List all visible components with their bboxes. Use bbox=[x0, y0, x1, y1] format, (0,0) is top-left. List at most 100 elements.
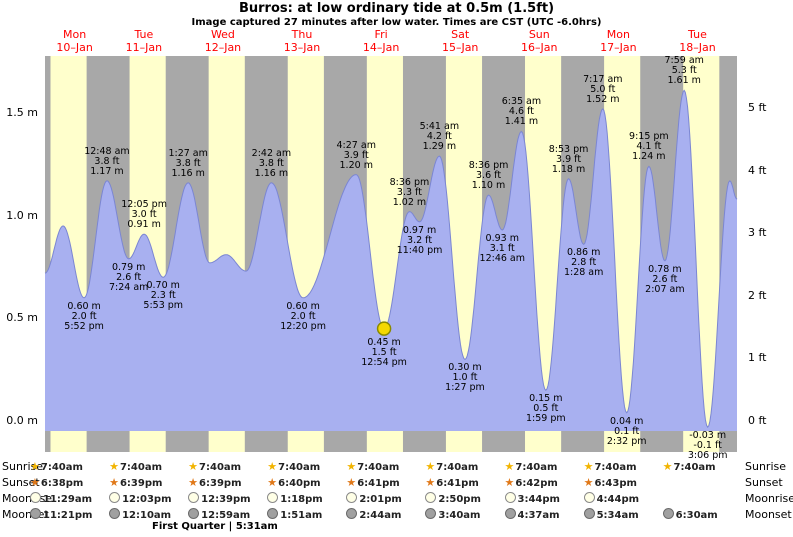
moon-phase-label: First Quarter | 5:31am bbox=[152, 521, 278, 532]
moonset-entry: 3:40am bbox=[425, 508, 480, 522]
astro-label-right-sunset: Sunset bbox=[745, 476, 783, 489]
moonrise-time: 12:39pm bbox=[201, 494, 251, 505]
sunset-time: 6:38pm bbox=[40, 478, 84, 489]
high-tide-annotation: 7:17 am 5.0 ft 1.52 m bbox=[583, 73, 623, 105]
chart-subtitle: Image captured 27 minutes after low wate… bbox=[191, 17, 602, 28]
sunrise-star-icon: ★ bbox=[188, 460, 199, 473]
moonset-icon bbox=[267, 508, 279, 519]
sunset-star-icon: ★ bbox=[583, 476, 594, 489]
moonset-entry: 2:44am bbox=[346, 508, 401, 522]
day-label: Mon 17–Jan bbox=[600, 28, 637, 54]
sunrise-time: 7:40am bbox=[594, 462, 637, 473]
moonrise-entry: 4:44pm bbox=[583, 492, 639, 506]
moonrise-time: 2:50pm bbox=[438, 494, 481, 505]
moonrise-icon bbox=[188, 492, 200, 503]
astro-label-right-sunrise: Sunrise bbox=[745, 460, 787, 473]
sunset-time: 6:43pm bbox=[594, 478, 637, 489]
low-tide-annotation: 0.45 m 1.5 ft 12:54 pm bbox=[361, 336, 407, 368]
moonrise-time: 11:29am bbox=[43, 494, 92, 505]
low-tide-annotation: 0.78 m 2.6 ft 2:07 am bbox=[645, 263, 685, 295]
y-tick-meters: 0.0 m bbox=[6, 414, 38, 427]
high-tide-annotation: 2:42 am 3.8 ft 1.16 m bbox=[251, 147, 292, 179]
sunrise-star-icon: ★ bbox=[583, 460, 594, 473]
astro-label-right-moonrise: Moonrise bbox=[745, 492, 793, 505]
sunrise-entry: ★7:40am bbox=[30, 460, 83, 474]
moonset-entry: 11:21pm bbox=[30, 508, 92, 522]
moonset-time: 1:51am bbox=[280, 510, 323, 521]
high-tide-annotation: 8:36 pm 3.3 ft 1.02 m bbox=[389, 176, 430, 208]
moonset-time: 5:34am bbox=[596, 510, 639, 521]
sunset-time: 6:42pm bbox=[515, 478, 558, 489]
low-tide-annotation: 0.30 m 1.0 ft 1:27 pm bbox=[445, 362, 485, 394]
y-tick-meters: 1.0 m bbox=[6, 208, 38, 222]
sunrise-entry: ★7:40am bbox=[505, 460, 558, 474]
sunset-time: 6:41pm bbox=[357, 478, 400, 489]
sunset-star-icon: ★ bbox=[30, 476, 40, 489]
moonset-icon bbox=[504, 508, 516, 519]
sunrise-entry: ★7:40am bbox=[663, 460, 716, 474]
moonrise-entry: 12:03pm bbox=[109, 492, 172, 506]
day-label: Tue 11–Jan bbox=[125, 28, 163, 54]
low-tide-annotation: 0.15 m 0.5 ft 1:59 pm bbox=[525, 393, 566, 425]
high-tide-annotation: 12:05 pm 3.0 ft 0.91 m bbox=[121, 199, 167, 231]
sunset-entry: ★6:43pm bbox=[584, 476, 637, 490]
moonrise-icon bbox=[346, 492, 358, 503]
sunset-entry: ★6:42pm bbox=[505, 476, 558, 490]
current-position-dot bbox=[376, 321, 392, 336]
low-tide-annotation: 0.93 m 3.1 ft 12:46 am bbox=[479, 233, 526, 265]
sunrise-entry: ★7:40am bbox=[425, 460, 478, 474]
moonset-entry: 12:10am bbox=[109, 508, 171, 522]
moonset-time: 6:30am bbox=[675, 510, 718, 521]
moonset-time: 11:21pm bbox=[43, 510, 93, 521]
sunrise-time: 7:40am bbox=[436, 462, 479, 473]
y-tick-feet: 5 ft bbox=[748, 101, 767, 115]
y-tick-feet: 0 ft bbox=[748, 414, 767, 427]
high-tide-annotation: 8:36 pm 3.6 ft 1.10 m bbox=[468, 160, 509, 192]
moonset-icon bbox=[109, 508, 121, 519]
sunrise-time: 7:40am bbox=[119, 462, 162, 473]
sunset-star-icon: ★ bbox=[267, 476, 278, 489]
moonrise-icon bbox=[425, 492, 437, 503]
sunrise-entry: ★7:40am bbox=[267, 460, 320, 474]
sunset-star-icon: ★ bbox=[504, 476, 515, 489]
moonrise-icon bbox=[583, 492, 595, 503]
low-tide-annotation: 0.60 m 2.0 ft 5:52 pm bbox=[64, 300, 104, 332]
moonset-time: 2:44am bbox=[359, 510, 402, 521]
moonrise-time: 1:18pm bbox=[280, 494, 323, 505]
y-tick-meters: 0.5 m bbox=[6, 311, 38, 325]
high-tide-annotation: 4:27 am 3.9 ft 1.20 m bbox=[336, 139, 376, 171]
day-label: Mon 10–Jan bbox=[56, 28, 93, 54]
moonset-icon bbox=[425, 508, 437, 519]
moonrise-icon bbox=[504, 492, 516, 503]
y-tick-feet: 3 ft bbox=[748, 226, 767, 240]
day-label: Fri 14–Jan bbox=[362, 28, 400, 54]
high-tide-annotation: 1:27 am 3.8 ft 1.16 m bbox=[168, 147, 208, 179]
moonrise-time: 3:44pm bbox=[517, 494, 560, 505]
moonset-icon bbox=[30, 508, 41, 519]
moonset-icon bbox=[346, 508, 358, 519]
chart-title: Burros: at low ordinary tide at 0.5m (1.… bbox=[238, 1, 555, 16]
sunrise-entry: ★7:40am bbox=[188, 460, 241, 474]
moonrise-time: 2:01pm bbox=[359, 494, 402, 505]
sunset-star-icon: ★ bbox=[188, 476, 199, 489]
moonrise-entry: 3:44pm bbox=[504, 492, 560, 506]
day-label: Sat 15–Jan bbox=[441, 28, 479, 54]
moonset-entry: 4:37am bbox=[504, 508, 560, 522]
sunrise-star-icon: ★ bbox=[662, 460, 673, 473]
sunrise-entry: ★7:40am bbox=[346, 460, 399, 474]
sunset-entry: ★6:41pm bbox=[346, 476, 399, 490]
high-tide-annotation: 6:35 am 4.6 ft 1.41 m bbox=[501, 96, 542, 128]
sunset-time: 6:41pm bbox=[436, 478, 479, 489]
moonset-entry: 6:30am bbox=[662, 508, 718, 522]
low-tide-annotation: 0.70 m 2.3 ft 5:53 pm bbox=[143, 280, 184, 312]
sunrise-time: 7:40am bbox=[357, 462, 400, 473]
low-tide-annotation: 0.60 m 2.0 ft 12:20 pm bbox=[280, 300, 326, 332]
sunrise-time: 7:40am bbox=[40, 462, 83, 473]
sunset-entry: ★6:40pm bbox=[267, 476, 320, 490]
sunset-entry: ★6:39pm bbox=[188, 476, 241, 490]
moonrise-icon bbox=[30, 492, 41, 503]
moonset-entry: 12:59am bbox=[188, 508, 250, 522]
y-tick-feet: 2 ft bbox=[748, 288, 767, 302]
